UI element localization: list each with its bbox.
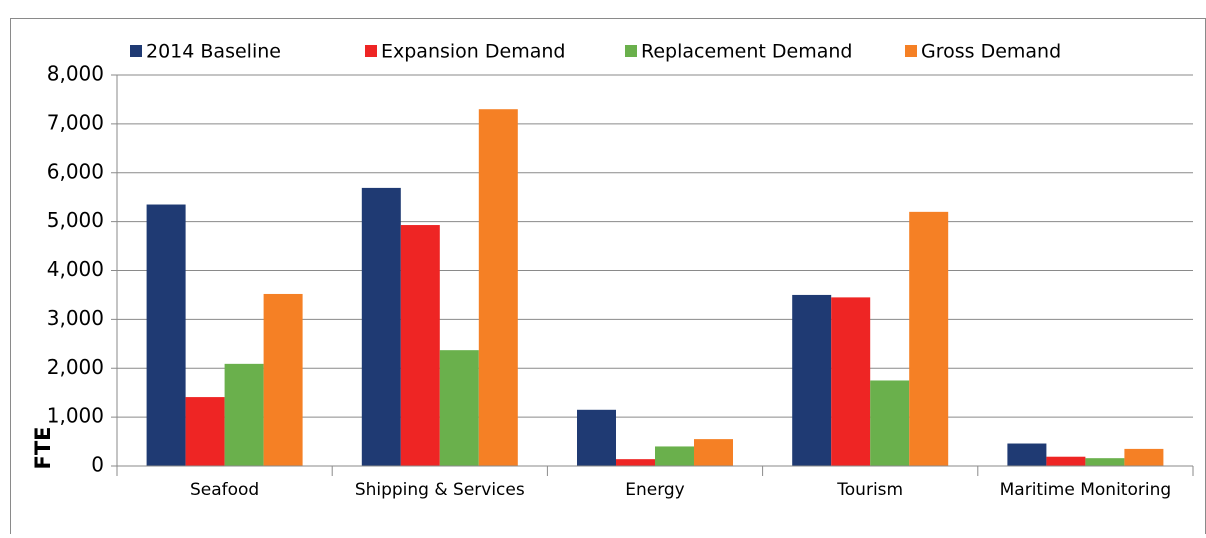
x-tick-label: Shipping & Services [354,480,525,500]
bar [792,294,832,466]
x-tick-label: Energy [625,480,685,500]
bar [224,363,264,466]
y-tick-label: 7,000 [47,110,104,134]
y-tick-label: 5,000 [47,208,104,232]
legend-label: Gross Demand [921,41,1061,63]
y-axis-label: FTE [31,426,55,469]
legend-label: 2014 Baseline [146,41,281,63]
bar [616,459,655,466]
bar [263,293,303,466]
legend-swatch [625,45,637,57]
y-tick-label: 4,000 [47,257,104,281]
bar [1124,448,1164,466]
legend-swatch [130,45,142,57]
x-tick-label-box: Maritime Monitoring [999,480,1172,500]
legend-swatch [905,45,917,57]
bar [185,397,225,466]
y-tick-label: 0 [91,453,104,477]
x-tick-label: Maritime Monitoring [999,480,1172,500]
x-tick-label-box: Shipping & Services [354,480,525,500]
y-tick-label: 3,000 [47,306,104,330]
legend-swatch [365,45,377,57]
legend-label: Replacement Demand [641,41,852,63]
bar [478,109,518,467]
bar [1007,443,1047,466]
bar [831,297,871,466]
y-tick-label: 6,000 [47,159,104,183]
x-tick-label: Seafood [189,480,260,500]
bar [400,225,440,466]
x-tick-label: Tourism [837,480,904,500]
bar [361,187,401,466]
y-tick-label: 2,000 [47,355,104,379]
y-tick-label: 1,000 [47,404,104,428]
bar [655,446,694,466]
bar [909,211,949,466]
bar [577,409,616,466]
bar [439,350,479,466]
bar [1085,458,1125,466]
bar [146,204,186,467]
bar [870,380,910,466]
x-tick-label-box: Tourism [837,480,904,500]
legend-label: Expansion Demand [381,41,565,63]
bar [1046,456,1086,466]
x-tick-label-box: Seafood [189,480,260,500]
x-tick-label-box: Energy [625,480,685,500]
y-tick-label: 8,000 [47,62,104,86]
bar [694,439,733,466]
